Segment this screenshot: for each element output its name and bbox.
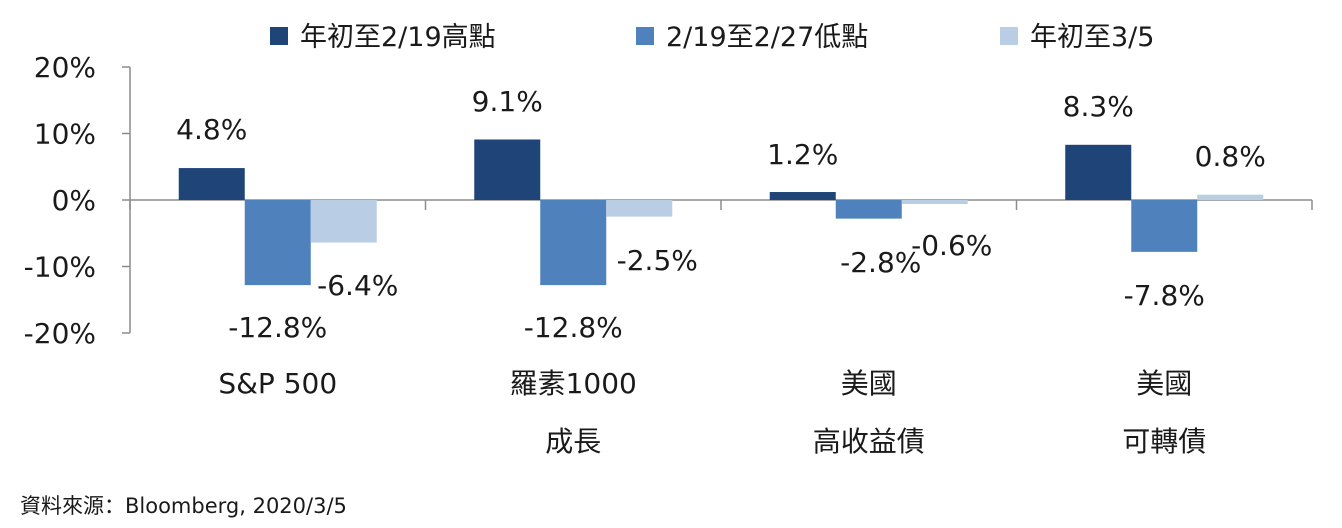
category-label: 高收益債	[813, 425, 925, 458]
legend: 年初至2/19高點 2/19至2/27低點 年初至3/5	[270, 22, 1154, 53]
category-label: 可轉債	[1122, 425, 1206, 458]
data-label: -2.8%	[840, 246, 921, 279]
legend-label: 年初至2/19高點	[300, 22, 496, 53]
legend-label: 2/19至2/27低點	[666, 22, 868, 53]
y-tick-label: -10%	[24, 251, 96, 284]
source-note: 資料來源：Bloomberg, 2020/3/5	[20, 494, 347, 518]
legend-swatch	[1000, 27, 1018, 45]
category-label: 美國	[841, 367, 897, 400]
data-label: -7.8%	[1124, 279, 1205, 312]
y-tick-label: 20%	[34, 51, 96, 84]
data-label: 4.8%	[176, 113, 247, 146]
data-label: 9.1%	[472, 85, 543, 118]
bar	[606, 200, 673, 217]
legend-label: 年初至3/5	[1030, 22, 1154, 53]
bar	[540, 200, 607, 286]
bars	[178, 139, 1264, 286]
data-label: -12.8%	[524, 311, 623, 344]
y-tick-label: 10%	[34, 118, 96, 151]
legend-swatch	[636, 27, 654, 45]
bar	[1197, 194, 1264, 200]
bar	[769, 192, 836, 200]
data-label: 8.3%	[1063, 90, 1134, 123]
bar	[178, 168, 245, 200]
data-label: -2.5%	[617, 244, 698, 277]
bar	[1131, 200, 1198, 252]
y-tick-label: 0%	[52, 184, 96, 217]
category-label: S&P 500	[218, 367, 337, 400]
bar	[310, 200, 377, 243]
data-label: -12.8%	[228, 311, 327, 344]
data-label: -6.4%	[317, 269, 398, 302]
data-labels: 4.8% 9.1% 1.2% 8.3% -12.8% -12.8% -2.8% -7.8% -6…	[176, 85, 1266, 344]
category-label: 成長	[545, 425, 601, 458]
category-label: 美國	[1136, 367, 1192, 400]
category-label: 羅素1000	[510, 367, 637, 400]
bar	[1065, 144, 1132, 200]
bar	[901, 200, 968, 204]
data-label: -0.6%	[911, 229, 992, 262]
y-tick-label: -20%	[24, 317, 96, 350]
bar	[244, 200, 311, 286]
y-axis: 20% 10% 0% -10% -20%	[24, 51, 131, 350]
bar	[835, 200, 902, 219]
legend-swatch	[270, 27, 288, 45]
bar	[474, 139, 541, 200]
data-label: 0.8%	[1195, 140, 1266, 173]
data-label: 1.2%	[767, 138, 838, 171]
